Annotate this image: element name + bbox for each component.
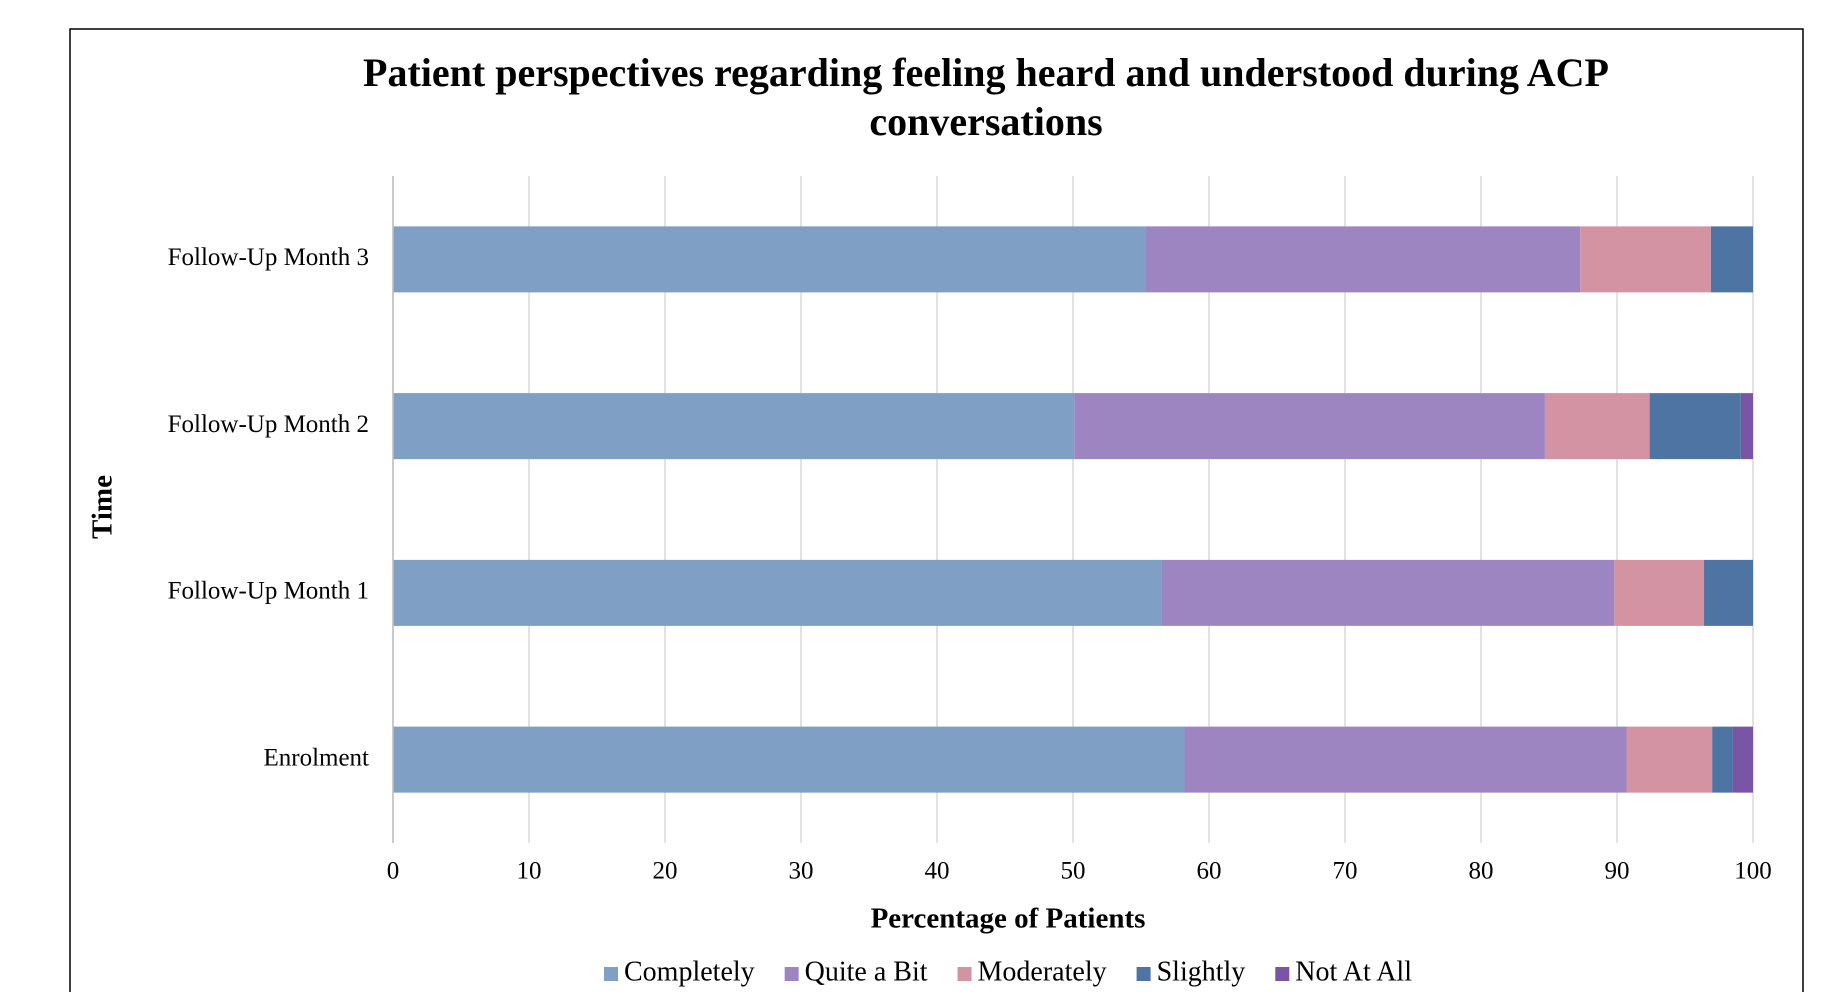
- legend-swatch: [1275, 967, 1290, 981]
- bar-segment: [393, 393, 1075, 460]
- legend-label: Quite a Bit: [805, 956, 928, 987]
- bar-segment: [1580, 226, 1711, 293]
- bar-segment: [1626, 726, 1713, 793]
- bar-segment: [1161, 559, 1615, 626]
- bar-segment: [1184, 726, 1627, 793]
- bar-segment: [1740, 393, 1753, 460]
- y-tick-label: Follow-Up Month 1: [168, 578, 369, 605]
- legend-swatch: [604, 967, 618, 981]
- bar-segment: [393, 726, 1185, 793]
- bar-segment: [1710, 226, 1753, 293]
- y-axis-label: Time: [87, 475, 119, 539]
- x-tick-label: 50: [1061, 858, 1086, 885]
- bar-segment: [1145, 226, 1581, 293]
- x-axis-label: Percentage of Patients: [871, 903, 1146, 935]
- chart-title: Patient perspectives regarding feeling h…: [363, 50, 1609, 95]
- legend-swatch: [957, 967, 972, 981]
- x-tick-label: 10: [517, 858, 542, 885]
- bar-segment: [1614, 559, 1705, 626]
- x-tick-label: 70: [1333, 858, 1358, 885]
- bar-segment: [393, 559, 1162, 626]
- bar-segment: [1732, 726, 1753, 793]
- bar-segment: [1712, 726, 1733, 793]
- legend-swatch: [784, 967, 799, 981]
- bar-segment: [1704, 559, 1753, 626]
- x-tick-label: 100: [1734, 858, 1772, 885]
- y-tick-label: Enrolment: [263, 744, 369, 771]
- legend-label: Slightly: [1157, 956, 1246, 987]
- legend-label: Not At All: [1295, 956, 1412, 987]
- x-tick-label: 20: [653, 858, 678, 885]
- x-tick-label: 0: [387, 858, 400, 885]
- bar-segment: [393, 226, 1146, 293]
- x-tick-label: 80: [1469, 858, 1494, 885]
- x-tick-label: 90: [1605, 858, 1630, 885]
- legend-label: Completely: [624, 956, 755, 987]
- legend-label: Moderately: [978, 956, 1107, 987]
- x-tick-label: 30: [789, 858, 814, 885]
- chart-title: conversations: [869, 99, 1102, 144]
- x-tick-label: 40: [925, 858, 950, 885]
- legend-swatch: [1136, 967, 1151, 981]
- x-tick-label: 60: [1197, 858, 1222, 885]
- bar-segment: [1074, 393, 1545, 460]
- y-tick-label: Follow-Up Month 2: [168, 411, 369, 438]
- chart-border: [69, 28, 1804, 992]
- y-tick-label: Follow-Up Month 3: [168, 244, 369, 271]
- bar-segment: [1544, 393, 1650, 460]
- bar-segment: [1649, 393, 1741, 460]
